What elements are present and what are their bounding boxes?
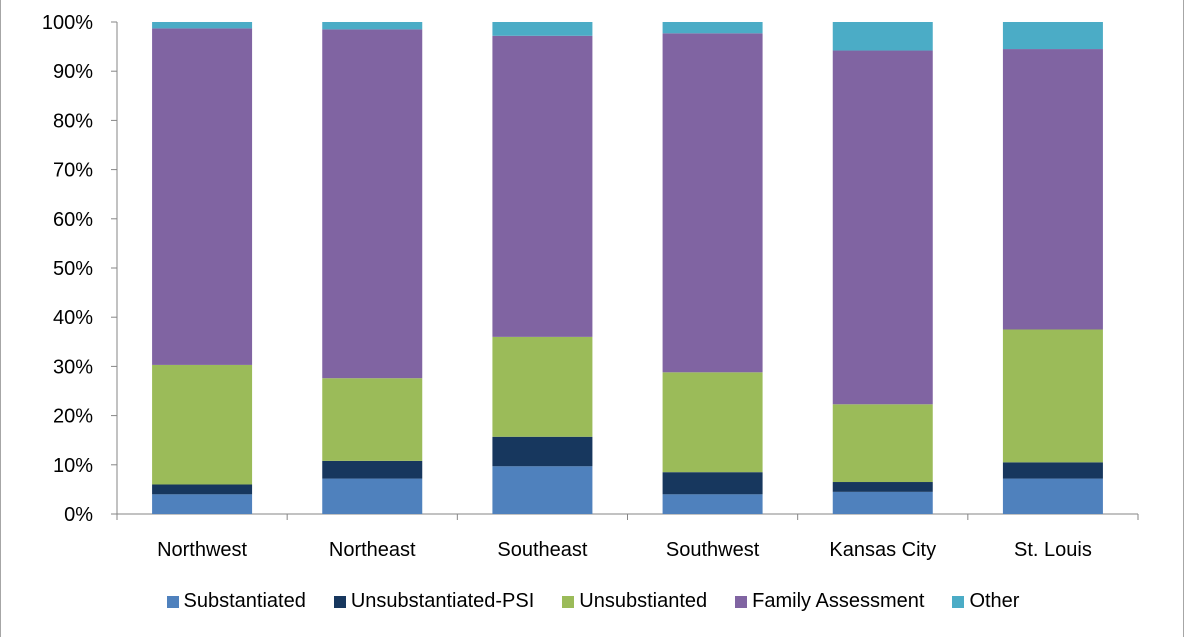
legend-swatch	[952, 595, 965, 608]
y-tick-label: 20%	[53, 406, 93, 428]
bar-segment	[832, 50, 933, 405]
legend-item-unsubstantiated-psi: Unsubstantiated-PSI	[333, 590, 535, 613]
bar-segment	[832, 482, 933, 492]
y-tick-label: 90%	[53, 61, 93, 83]
x-tick-label: Southeast	[497, 539, 588, 561]
bar-segment	[152, 22, 253, 29]
x-tick-label: Southwest	[666, 539, 760, 561]
bar-segment	[1002, 329, 1103, 463]
y-tick-label: 10%	[53, 455, 93, 477]
bar-segment	[322, 460, 423, 479]
bar-segment	[322, 478, 423, 514]
x-tick-label: Northwest	[157, 539, 247, 561]
bar-segment	[1002, 478, 1103, 514]
legend-item-family-assessment: Family Assessment	[735, 590, 924, 613]
y-tick-label: 30%	[53, 356, 93, 378]
legend-label: Unsubstantiated-PSI	[350, 590, 535, 612]
bar-segment	[662, 494, 763, 514]
bar-segment	[492, 35, 593, 337]
legend-label: Family Assessment	[752, 590, 925, 612]
y-tick-label: 80%	[53, 110, 93, 132]
bar-segment	[492, 336, 593, 437]
bar-segment	[492, 22, 593, 36]
bar-segment	[1002, 49, 1103, 330]
y-axis: 0% 10% 20% 30% 40% 50% 60% 70% 80% 90% 100%	[42, 12, 118, 526]
legend-label: Unsubstianted	[579, 590, 708, 612]
bar-segment	[832, 404, 933, 483]
legend-item-other: Other	[952, 590, 1019, 613]
bar-segment	[322, 378, 423, 461]
bar-stack	[1002, 22, 1103, 514]
y-tick-label: 50%	[53, 258, 93, 280]
bar-segment	[1002, 22, 1103, 50]
bar-segment	[152, 28, 253, 365]
bar-segment	[832, 491, 933, 514]
legend-item-substantiated: Substantiated	[166, 590, 306, 613]
legend-label: Substantiated	[183, 590, 306, 612]
y-tick-label: 70%	[53, 160, 93, 182]
legend-swatch	[166, 595, 179, 608]
legend-swatch	[333, 595, 346, 608]
bar-segment	[1002, 462, 1103, 479]
x-tick-label: Northeast	[329, 539, 416, 561]
bar-segment	[152, 494, 253, 514]
bar-stack	[662, 22, 763, 514]
y-tick-label: 100%	[42, 12, 93, 34]
legend-swatch	[562, 595, 575, 608]
bars	[152, 22, 1103, 514]
bar-segment	[152, 484, 253, 495]
bar-segment	[322, 29, 423, 379]
x-tick-label: Kansas City	[829, 539, 936, 561]
bar-segment	[322, 22, 423, 30]
legend-label: Other	[969, 590, 1020, 612]
legend-swatch	[735, 595, 748, 608]
bar-stack	[322, 22, 423, 514]
bar-segment	[832, 22, 933, 51]
bar-segment	[152, 364, 253, 485]
bar-stack	[832, 22, 933, 514]
bar-segment	[662, 472, 763, 495]
y-tick-label: 0%	[64, 504, 93, 526]
bar-segment	[662, 372, 763, 473]
x-tick-label: St. Louis	[1014, 539, 1092, 561]
x-axis: Northwest Northeast Southeast Southwest Kans…	[116, 513, 1139, 561]
legend: Substantiated Unsubstantiated-PSI Unsubs…	[0, 590, 1186, 613]
legend-item-unsubstianted: Unsubstianted	[562, 590, 707, 613]
bar-stack	[152, 22, 253, 514]
bar-segment	[492, 436, 593, 467]
bar-stack	[492, 22, 593, 514]
bar-segment	[492, 466, 593, 514]
bar-segment	[662, 22, 763, 34]
y-tick-label: 40%	[53, 307, 93, 329]
y-tick-label: 60%	[53, 209, 93, 231]
bar-segment	[662, 33, 763, 373]
